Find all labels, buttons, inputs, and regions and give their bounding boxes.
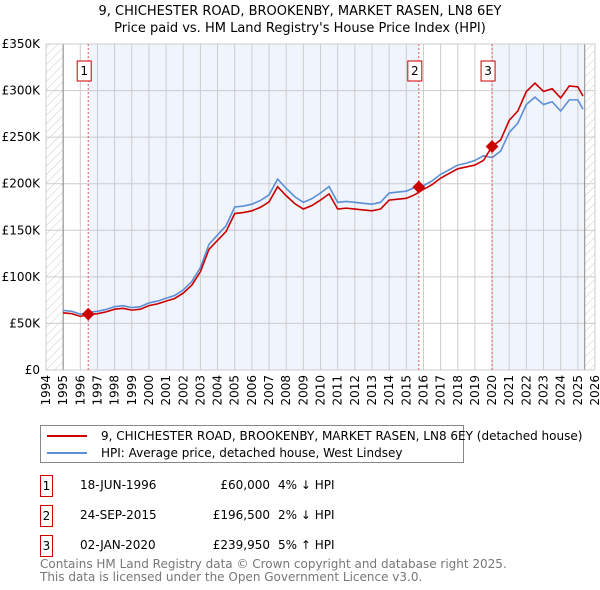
legend-label: HPI: Average price, detached house, West… (101, 446, 403, 460)
sale-date: 24-SEP-2015 (80, 508, 157, 522)
red-line-swatch (47, 435, 87, 437)
x-tick-label: 2008 (279, 375, 293, 406)
x-tick-label: 2018 (451, 375, 465, 406)
x-tick-label: 2003 (193, 375, 207, 406)
price-chart: 1994 1995 1996 1997 1998 1999 2000 2001 2002 2003… (2, 37, 600, 406)
sale-number: 2 (40, 505, 53, 527)
x-tick-label: 2014 (382, 375, 396, 406)
sale-hpi-diff: 4% ↓ HPI (278, 478, 335, 492)
x-tick-label: 2020 (485, 375, 499, 406)
footer-copyright: Contains HM Land Registry data © Crown c… (40, 557, 507, 571)
sale-label: 1 (80, 64, 88, 78)
hatch-after-data (584, 44, 595, 370)
legend-item-hpi: HPI: Average price, detached house, West… (47, 445, 402, 461)
x-tick-label: 2021 (502, 375, 516, 406)
x-tick-label: 1996 (73, 375, 87, 406)
x-tick-label: 1994 (39, 375, 53, 406)
x-tick-label: 2019 (468, 375, 482, 406)
sale-label-box (76, 60, 92, 82)
sale-label-box (407, 60, 423, 82)
title-line: 9, CHICHESTER ROAD, BROOKENBY, MARKET RA… (98, 4, 502, 19)
x-tick-label: 2004 (211, 375, 225, 406)
sale-number: 1 (40, 475, 53, 497)
sale-date: 02-JAN-2020 (80, 538, 156, 552)
x-tick-label: 2002 (176, 375, 190, 406)
y-tick-label: £100K (2, 270, 42, 284)
sale-number: 3 (40, 535, 53, 557)
x-tick-label: 2011 (331, 375, 345, 406)
chart-title: 9, CHICHESTER ROAD, BROOKENBY, MARKET RA… (0, 3, 600, 37)
x-tick-label: 1999 (125, 375, 139, 406)
x-tick-label: 2023 (537, 375, 551, 406)
shaded-band (88, 44, 419, 370)
footer-licence: This data is licensed under the Open Gov… (40, 570, 423, 584)
y-tick-label: £0 (25, 363, 40, 377)
x-tick-label: 1997 (90, 375, 104, 406)
sale-price: £60,000 (220, 478, 270, 492)
y-tick-label: £150K (2, 223, 42, 237)
legend: 9, CHICHESTER ROAD, BROOKENBY, MARKET RA… (40, 425, 582, 463)
x-tick-label: 2025 (571, 375, 585, 406)
x-tick-label: 2026 (588, 375, 600, 406)
sale-label: 3 (484, 64, 492, 78)
x-tick-label: 2001 (159, 375, 173, 406)
x-tick-label: 2016 (416, 375, 430, 406)
x-tick-label: 2007 (262, 375, 276, 406)
y-tick-label: £50K (9, 316, 41, 330)
y-tick-label: £250K (2, 130, 42, 144)
y-tick-label: £200K (2, 177, 42, 191)
y-tick-label: £350K (2, 37, 42, 51)
sale-point (81, 307, 95, 321)
legend-item-property: 9, CHICHESTER ROAD, BROOKENBY, MARKET RA… (47, 428, 582, 444)
x-tick-label: 1998 (108, 375, 122, 406)
x-tick-label: 2022 (519, 375, 533, 406)
plot-border (45, 43, 596, 371)
sale-date: 18-JUN-1996 (80, 478, 157, 492)
subtitle-line: Price paid vs. HM Land Registry's House … (114, 21, 486, 36)
x-tick-label: 2006 (245, 375, 259, 406)
legend-label: 9, CHICHESTER ROAD, BROOKENBY, MARKET RA… (101, 429, 583, 443)
x-tick-label: 2017 (434, 375, 448, 406)
sale-label: 2 (411, 64, 419, 78)
sale-label-box (480, 60, 496, 82)
sale-price: £239,950 (212, 538, 270, 552)
sale-price: £196,500 (212, 508, 270, 522)
footer: Contains HM Land Registry data © Crown c… (40, 558, 507, 584)
x-tick-label: 2009 (296, 375, 310, 406)
x-tick-label: 2012 (348, 375, 362, 406)
shaded-band (492, 44, 585, 370)
sale-point (485, 140, 499, 153)
hatch-before-data (46, 44, 64, 370)
sale-hpi-diff: 2% ↓ HPI (278, 508, 335, 522)
sale-point (412, 180, 426, 194)
y-tick-label: £300K (2, 84, 42, 98)
property-price-line (63, 82, 584, 318)
x-tick-label: 1995 (56, 375, 70, 406)
blue-line-swatch (47, 452, 87, 454)
x-tick-label: 2015 (399, 375, 413, 406)
x-tick-label: 2005 (228, 375, 242, 406)
x-tick-label: 2010 (314, 375, 328, 406)
sale-hpi-diff: 5% ↑ HPI (278, 538, 335, 552)
x-tick-label: 2000 (142, 375, 156, 406)
x-tick-label: 2013 (365, 375, 379, 406)
hpi-line (63, 96, 584, 315)
x-tick-label: 2024 (554, 375, 568, 406)
